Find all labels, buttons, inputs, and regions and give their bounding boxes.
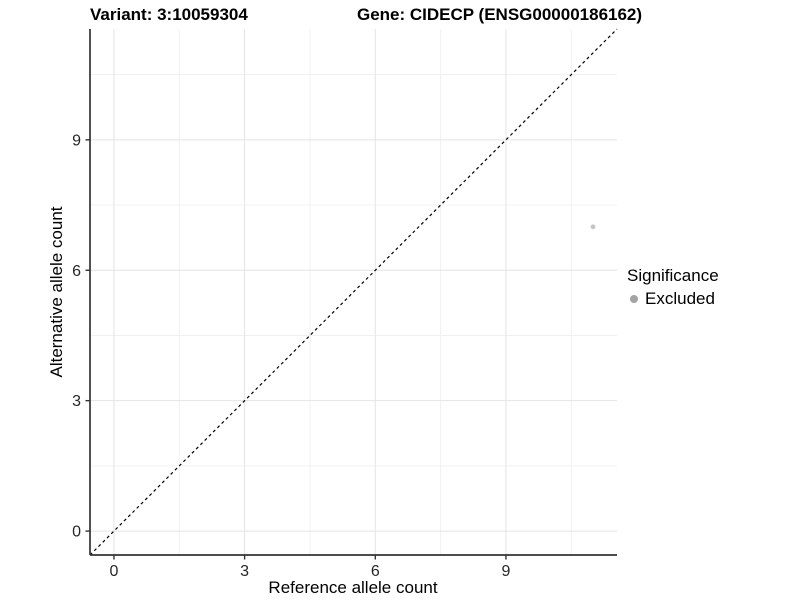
x-tick-label: 6: [371, 563, 380, 580]
legend: Significance Excluded: [627, 266, 719, 309]
x-tick-label: 3: [240, 563, 249, 580]
x-axis-title: Reference allele count: [268, 578, 438, 597]
x-tick-label: 0: [110, 563, 119, 580]
y-tick-label: 9: [72, 132, 81, 149]
y-tick-label: 6: [72, 263, 81, 280]
y-tick-label: 0: [72, 524, 81, 541]
y-tick-label: 3: [72, 393, 81, 410]
y-axis-title: Alternative allele count: [47, 206, 66, 378]
legend-key-dot-icon: [630, 295, 638, 303]
x-tick-label: 9: [501, 563, 510, 580]
variant-title: Variant: 3:10059304: [90, 5, 248, 24]
identity-line: [89, 28, 618, 556]
gene-title: Gene: CIDECP (ENSG00000186162): [357, 5, 643, 24]
legend-item-excluded: Excluded: [627, 289, 719, 309]
legend-title: Significance: [627, 266, 719, 285]
data-point: [590, 224, 596, 230]
legend-item-label: Excluded: [645, 289, 715, 308]
